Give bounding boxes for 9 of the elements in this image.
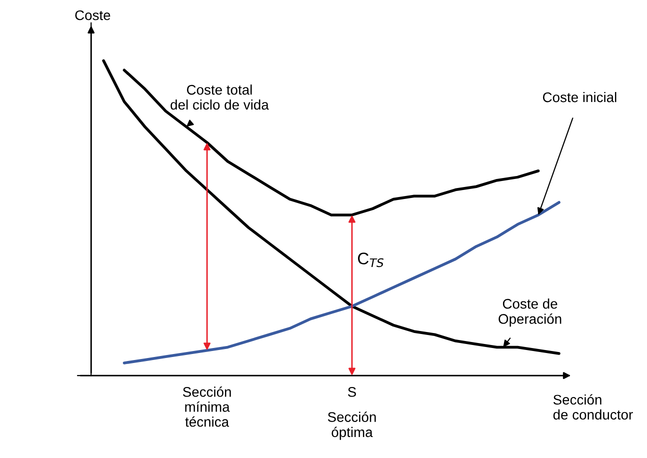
text: Coste inicial: [542, 92, 616, 102]
y-axis-title: Coste: [75, 10, 110, 20]
x-tick-label: Sección mínima técnica: [182, 386, 231, 427]
series-label: Coste total del ciclo de vida: [170, 84, 269, 110]
text: Sección óptima: [328, 412, 376, 440]
x-axis-title: Sección de conductor: [553, 394, 633, 420]
x-tick-label: S: [348, 387, 356, 397]
annotation: C$_{TS}$: [358, 252, 384, 268]
series-label: Coste de Operación: [498, 298, 562, 327]
